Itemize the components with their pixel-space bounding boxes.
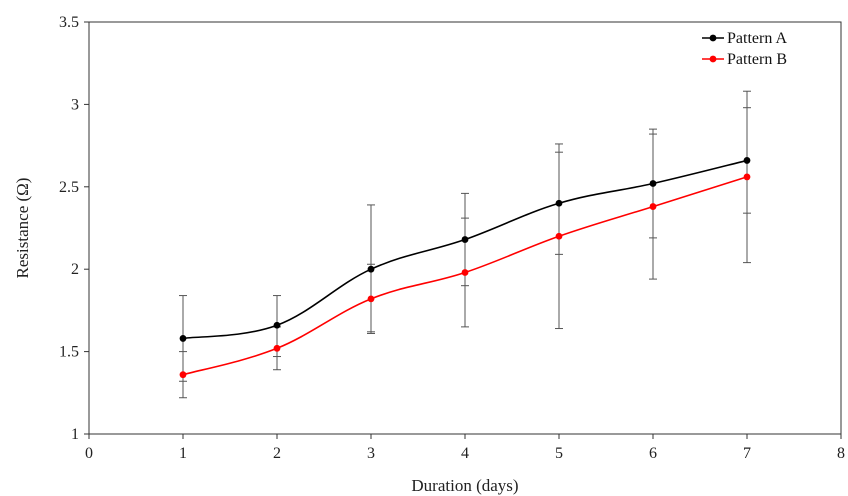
data-points (179, 157, 751, 379)
error-bars (179, 90, 751, 399)
pattern-a-point (367, 265, 375, 273)
x-tick-label: 8 (837, 445, 845, 462)
pattern-b-point (461, 269, 469, 276)
pattern-b-legend-label: Pattern B (727, 51, 787, 68)
y-tick-label: 3.5 (59, 14, 79, 31)
x-tick-label: 3 (367, 445, 375, 462)
x-tick-label: 2 (273, 445, 281, 462)
pattern-b-point (743, 173, 751, 181)
pattern-a-legend-label: Pattern A (727, 30, 787, 47)
axes: 0 1 2 3 4 5 6 7 811.522.533.5 (59, 14, 845, 462)
pattern-b-legend-marker (709, 55, 717, 63)
x-tick-label: 6 (649, 445, 657, 462)
legend: Pattern A Pattern B (702, 30, 787, 68)
x-tick-label: 1 (179, 445, 187, 462)
y-axis-title: Resistance (Ω) (13, 178, 32, 279)
pattern-a-point (461, 236, 469, 243)
y-tick-label: 3 (71, 96, 79, 113)
x-tick-label: 7 (743, 445, 751, 462)
pattern-a-point (649, 180, 657, 187)
y-tick-label: 2.5 (59, 179, 79, 196)
pattern-b-point (273, 344, 281, 352)
pattern-a-point (555, 199, 563, 207)
pattern-b-point (367, 295, 375, 303)
y-tick-label: 1.5 (59, 344, 79, 361)
y-tick-label: 1 (71, 426, 79, 443)
y-tick-label: 2 (71, 261, 79, 278)
x-tick-label: 4 (461, 445, 469, 462)
pattern-a-point (743, 157, 751, 164)
x-tick-label: 5 (555, 445, 563, 462)
pattern-b-point (179, 371, 187, 379)
pattern-a-point (179, 335, 187, 342)
x-axis-title: Duration (days) (411, 476, 518, 495)
pattern-b-point (649, 203, 657, 210)
pattern-b-point (555, 232, 563, 240)
x-tick-label: 0 (85, 445, 93, 462)
pattern-a-legend-marker (709, 34, 717, 42)
pattern-a-point (273, 321, 281, 329)
